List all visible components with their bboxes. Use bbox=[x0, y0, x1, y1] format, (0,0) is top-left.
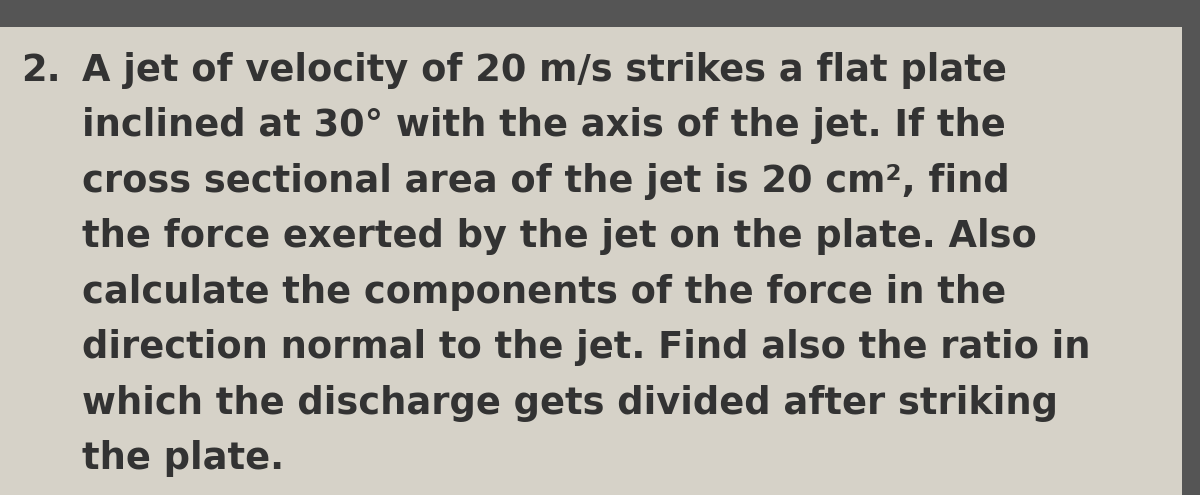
Text: A jet of velocity of 20 m/s strikes a flat plate: A jet of velocity of 20 m/s strikes a fl… bbox=[82, 52, 1007, 89]
Bar bbox=[1182, 0, 1200, 495]
Text: direction normal to the jet. Find also the ratio in: direction normal to the jet. Find also t… bbox=[82, 329, 1090, 366]
Text: calculate the components of the force in the: calculate the components of the force in… bbox=[82, 274, 1006, 311]
Text: inclined at 30° with the axis of the jet. If the: inclined at 30° with the axis of the jet… bbox=[82, 107, 1006, 145]
Text: which the discharge gets divided after striking: which the discharge gets divided after s… bbox=[82, 385, 1057, 422]
Text: 2.: 2. bbox=[22, 52, 61, 89]
Text: the force exerted by the jet on the plate. Also: the force exerted by the jet on the plat… bbox=[82, 218, 1037, 255]
Bar bbox=[0, 0, 1200, 27]
Text: the plate.: the plate. bbox=[82, 440, 283, 477]
Text: cross sectional area of the jet is 20 cm², find: cross sectional area of the jet is 20 cm… bbox=[82, 163, 1009, 200]
